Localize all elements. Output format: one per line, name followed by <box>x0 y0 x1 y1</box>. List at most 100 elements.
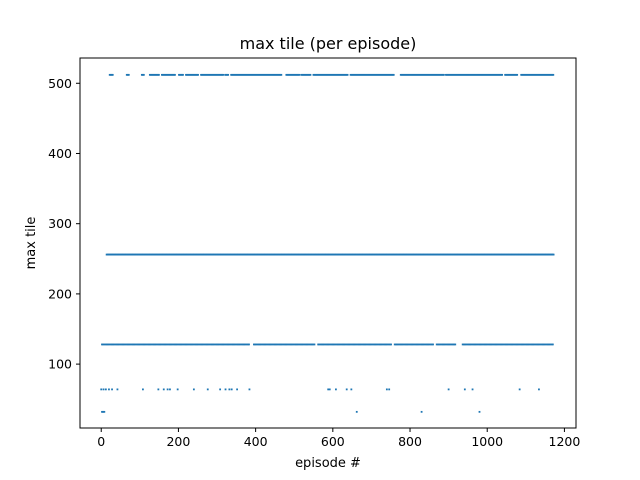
data-point <box>175 343 178 346</box>
data-point <box>481 343 484 346</box>
data-point <box>462 73 464 76</box>
data-point <box>294 73 297 76</box>
data-point <box>142 388 144 391</box>
data-point <box>346 73 349 76</box>
data-point <box>475 73 477 76</box>
data-point <box>483 73 485 76</box>
data-point <box>371 343 374 346</box>
data-point <box>427 73 430 76</box>
data-point <box>473 73 475 76</box>
data-point <box>338 343 341 346</box>
data-point <box>177 343 180 346</box>
data-point <box>218 343 221 346</box>
data-point <box>172 73 174 76</box>
data-point <box>472 73 474 76</box>
data-point <box>337 73 340 76</box>
data-point <box>406 73 409 76</box>
data-point <box>544 73 547 76</box>
data-point <box>449 73 451 76</box>
data-point <box>149 73 152 76</box>
data-point <box>541 73 544 76</box>
data-point <box>436 73 439 76</box>
data-point <box>482 73 484 76</box>
data-point <box>498 343 501 346</box>
data-point <box>517 343 520 346</box>
data-point <box>298 73 301 76</box>
data-point <box>291 343 294 346</box>
data-point <box>387 343 390 346</box>
data-point <box>321 73 324 76</box>
data-point <box>426 73 429 76</box>
x-tick-label: 200 <box>166 434 190 449</box>
data-point <box>508 343 511 346</box>
data-point <box>126 73 129 76</box>
data-point <box>316 73 319 76</box>
data-point <box>222 73 225 76</box>
data-point <box>529 73 532 76</box>
data-point <box>328 388 331 391</box>
data-point <box>260 73 263 76</box>
data-point <box>272 73 275 76</box>
data-point <box>248 73 251 76</box>
data-point <box>547 343 549 346</box>
data-point <box>486 73 488 76</box>
data-point <box>115 343 118 346</box>
data-point <box>480 343 483 346</box>
data-point <box>441 73 443 76</box>
data-point <box>406 343 408 346</box>
data-point <box>494 73 496 76</box>
data-point <box>267 73 270 76</box>
data-point <box>479 343 481 346</box>
data-point <box>370 73 373 76</box>
data-point <box>451 343 454 346</box>
data-point <box>125 73 128 76</box>
data-point <box>198 343 201 346</box>
data-point <box>243 73 246 76</box>
data-point <box>103 410 106 413</box>
data-point <box>309 73 312 76</box>
data-point <box>419 343 422 346</box>
data-point <box>427 343 429 346</box>
data-point <box>471 343 474 346</box>
data-point <box>411 73 414 76</box>
data-point <box>176 388 179 391</box>
data-point <box>392 73 395 76</box>
data-point <box>313 343 316 346</box>
data-point <box>475 343 478 346</box>
data-point <box>318 73 321 76</box>
data-point <box>458 73 460 76</box>
data-point <box>515 73 518 76</box>
data-point <box>108 388 110 391</box>
data-point <box>100 388 103 391</box>
data-point <box>318 343 321 346</box>
data-point <box>171 73 173 76</box>
data-point <box>196 73 198 76</box>
data-point <box>346 343 349 346</box>
data-point <box>390 343 392 346</box>
data-point <box>512 343 515 346</box>
data-point <box>439 73 441 76</box>
data-point <box>211 343 213 346</box>
data-point <box>470 343 473 346</box>
data-point <box>523 343 526 346</box>
data-point <box>352 73 355 76</box>
data-point <box>401 343 404 346</box>
data-point <box>300 73 303 76</box>
data-point <box>356 343 359 346</box>
data-point <box>511 73 514 76</box>
data-point <box>446 343 449 346</box>
data-point <box>222 343 224 346</box>
data-point <box>214 343 217 346</box>
data-point <box>257 73 260 76</box>
data-point <box>240 73 243 76</box>
data-point <box>129 343 132 346</box>
data-point <box>507 73 510 76</box>
data-points <box>100 73 555 413</box>
data-point <box>455 73 457 76</box>
data-point <box>304 343 307 346</box>
data-point <box>353 73 356 76</box>
data-point <box>548 73 551 76</box>
data-point <box>479 73 481 76</box>
data-point <box>193 73 195 76</box>
data-point <box>272 343 275 346</box>
